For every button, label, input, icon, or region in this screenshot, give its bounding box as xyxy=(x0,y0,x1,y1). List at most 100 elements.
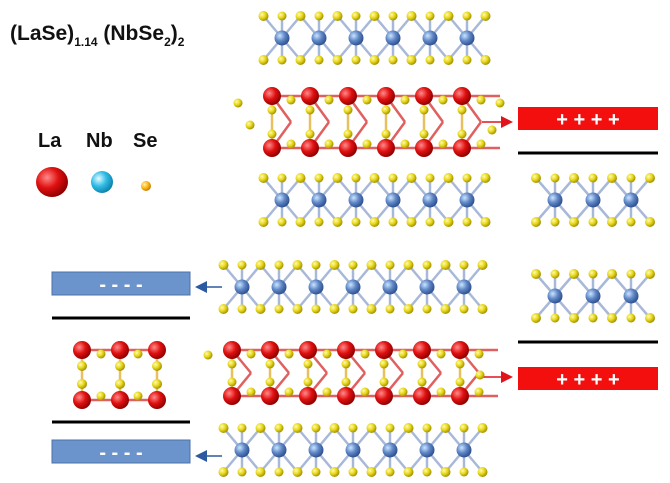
atom xyxy=(203,350,213,360)
atom xyxy=(255,260,266,270)
atom xyxy=(308,279,324,295)
atom xyxy=(419,442,435,458)
atom xyxy=(274,304,284,314)
atom xyxy=(459,304,469,314)
atom xyxy=(379,377,389,387)
atom xyxy=(425,11,435,21)
atom xyxy=(234,442,250,458)
atom xyxy=(369,217,380,227)
atom xyxy=(413,387,431,405)
atom xyxy=(385,423,395,433)
atom xyxy=(406,55,417,65)
atom xyxy=(531,217,541,227)
atom xyxy=(311,192,327,208)
atom xyxy=(375,341,393,359)
atom xyxy=(292,260,303,270)
atom xyxy=(227,377,237,387)
atom xyxy=(295,11,306,21)
atom xyxy=(274,30,290,46)
atom xyxy=(477,304,488,314)
title-sub: 2 xyxy=(178,35,185,49)
atom xyxy=(258,173,269,183)
atom xyxy=(422,423,432,433)
atom xyxy=(607,173,617,183)
atom xyxy=(339,139,357,157)
atom xyxy=(305,105,315,115)
atom xyxy=(626,269,636,279)
atom xyxy=(645,269,655,279)
atom xyxy=(299,387,317,405)
atom xyxy=(476,139,486,149)
atom xyxy=(366,423,377,433)
atom xyxy=(385,30,401,46)
atom xyxy=(261,341,279,359)
atom xyxy=(299,341,317,359)
atom xyxy=(267,105,277,115)
atom xyxy=(284,349,294,359)
atom xyxy=(263,139,281,157)
atom xyxy=(218,423,229,433)
atom xyxy=(456,279,472,295)
atom xyxy=(457,105,467,115)
atom xyxy=(403,423,414,433)
atom xyxy=(314,11,324,21)
charge-label: + + + + xyxy=(556,109,619,131)
atom xyxy=(422,30,438,46)
atom xyxy=(345,279,361,295)
atom xyxy=(425,217,435,227)
atom xyxy=(422,467,432,477)
atom xyxy=(436,349,446,359)
atom xyxy=(246,387,256,397)
atom xyxy=(255,304,266,314)
charge-bar-negative xyxy=(51,271,191,296)
atom xyxy=(440,423,451,433)
atom xyxy=(348,467,358,477)
atom xyxy=(379,359,389,369)
atom xyxy=(417,359,427,369)
atom xyxy=(419,129,429,139)
atom xyxy=(223,387,241,405)
title-part: (LaSe) xyxy=(10,22,74,45)
atom xyxy=(277,11,287,21)
atom xyxy=(382,279,398,295)
atom xyxy=(348,423,358,433)
atom xyxy=(332,173,343,183)
atom xyxy=(459,467,469,477)
atom xyxy=(218,260,229,270)
atom xyxy=(360,349,370,359)
atom xyxy=(550,217,560,227)
atom xyxy=(311,30,327,46)
atom xyxy=(369,173,380,183)
atom xyxy=(377,139,395,157)
atom xyxy=(311,304,321,314)
atom xyxy=(258,217,269,227)
atom xyxy=(531,173,541,183)
atom xyxy=(406,11,417,21)
atom xyxy=(607,313,617,323)
atom xyxy=(459,260,469,270)
atom xyxy=(588,269,598,279)
atom xyxy=(233,98,243,108)
atom xyxy=(111,341,129,359)
atom xyxy=(295,217,306,227)
atom xyxy=(607,217,617,227)
atom xyxy=(322,387,332,397)
atom xyxy=(550,313,560,323)
atom xyxy=(645,173,655,183)
atom xyxy=(218,467,229,477)
atom xyxy=(265,377,275,387)
atom xyxy=(227,359,237,369)
atom xyxy=(274,423,284,433)
atom xyxy=(476,95,486,105)
atom xyxy=(626,217,636,227)
title-sub: 1.14 xyxy=(74,35,98,49)
charge-bar-negative xyxy=(51,439,191,464)
atom xyxy=(388,11,398,21)
atom xyxy=(351,173,361,183)
atom xyxy=(311,423,321,433)
atom xyxy=(531,313,541,323)
atom xyxy=(332,217,343,227)
atom xyxy=(152,361,162,371)
atom xyxy=(462,217,472,227)
